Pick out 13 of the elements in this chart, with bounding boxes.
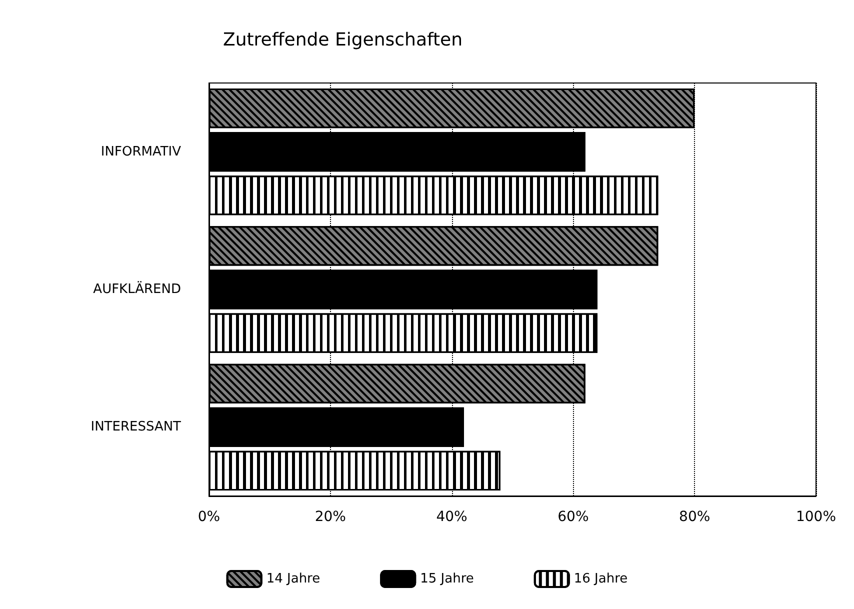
legend-label: 15 Jahre (420, 572, 474, 586)
x-tick-label: 40% (436, 509, 468, 525)
legend-label: 16 Jahre (574, 572, 628, 586)
x-tick-label: 20% (314, 509, 346, 525)
x-tick-label: 80% (679, 509, 710, 525)
y-tick-label: INTERESSANT (90, 420, 182, 435)
legend-label: 14 Jahre (266, 572, 320, 586)
y-tick-label: AUFKLÄREND (93, 281, 181, 297)
x-tick-label: 60% (558, 509, 589, 525)
chart-title: Zutreffende Eigenschaften (223, 30, 463, 50)
y-tick-label: INFORMATIV (100, 144, 182, 160)
x-tick-label: 0% (198, 509, 220, 525)
x-tick-label: 100% (796, 509, 836, 525)
